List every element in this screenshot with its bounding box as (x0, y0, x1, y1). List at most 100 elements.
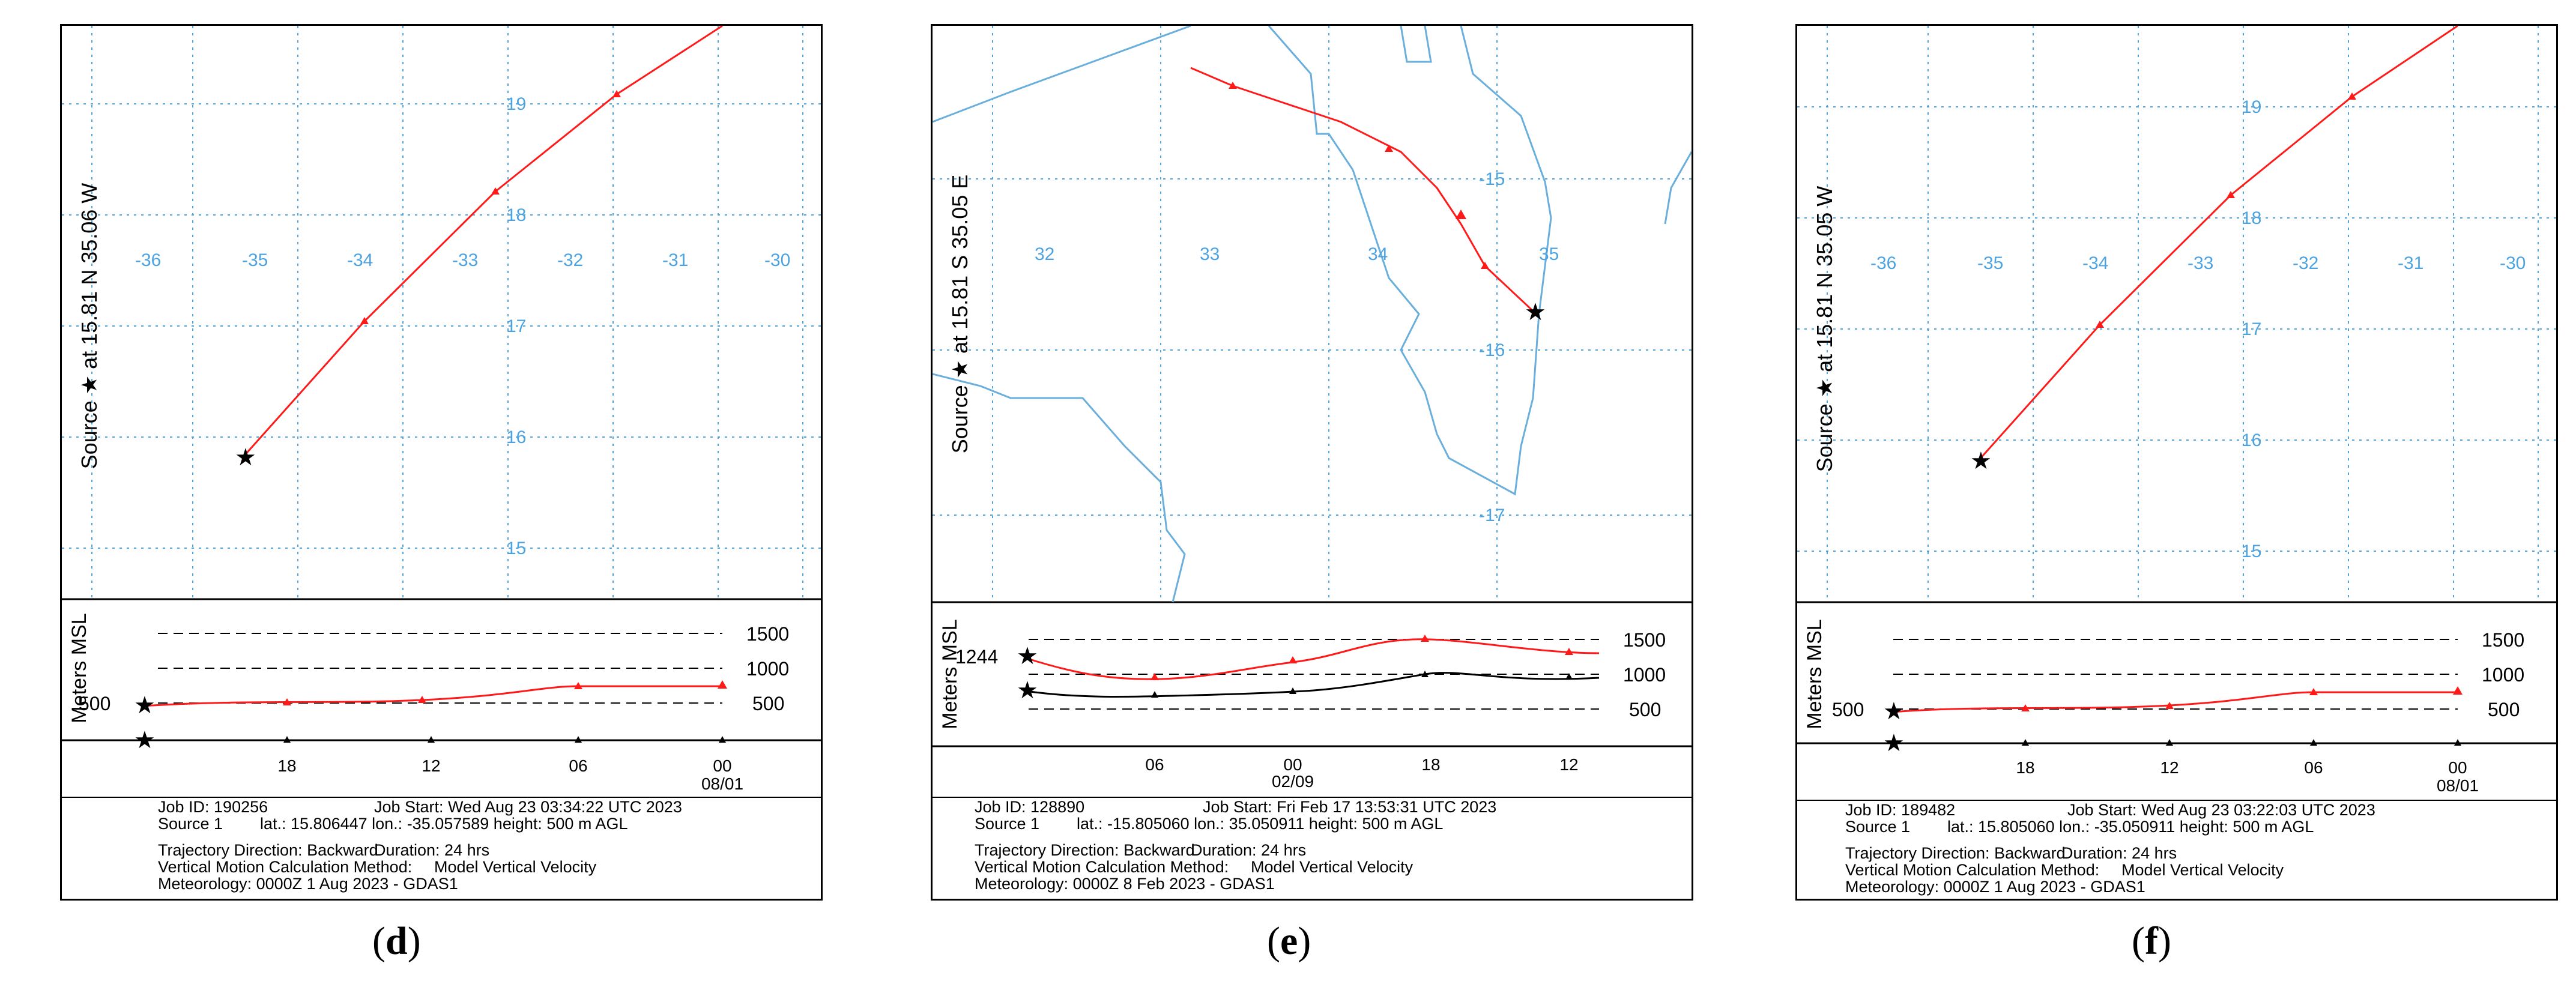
trajectory-line-f (1977, 25, 2458, 461)
lon-tick: 34 (1368, 244, 1388, 264)
trajectory-marker (1456, 210, 1466, 219)
height-marker (2165, 702, 2174, 709)
height-marker (1421, 635, 1429, 642)
height-marker (718, 680, 727, 689)
height-series-e (1025, 638, 1600, 680)
info-value: lat.: 15.806447 lon.: -35.057589 height:… (260, 815, 627, 833)
trajectory-marker (491, 187, 500, 195)
lon-tick: -32 (557, 250, 583, 270)
height-ylabel: Meters MSL (1803, 619, 1826, 729)
lat-tick: 17 (506, 316, 526, 336)
height-marker (1289, 656, 1297, 663)
map-grid-f (1797, 26, 2556, 602)
lat-tick: 18 (2242, 208, 2261, 228)
map-d: -36 -35 -34 -33 -32 -31 -30 19 18 17 16 … (62, 25, 821, 600)
height-star-icon: ★ (134, 692, 156, 719)
lon-tick: -30 (2500, 253, 2526, 273)
info-value: Job Start: Wed Aug 23 03:22:03 UTC 2023 (2067, 801, 2375, 819)
terrain-series-e (1025, 672, 1600, 698)
terrain-star-icon: ★ (1017, 677, 1038, 704)
source-label-d: Source ★ at 15.81 N 35.06 W (77, 183, 101, 469)
info-label: Source 1 (158, 815, 223, 833)
height-marker (2309, 688, 2318, 695)
info-label: Vertical Motion Calculation Method: (1845, 861, 2099, 879)
height-marker (2021, 704, 2030, 711)
info-label: Job ID: 128890 (975, 798, 1084, 816)
lon-tick: -31 (662, 250, 688, 270)
level-label: 500 (1629, 699, 1661, 720)
trajectory-marker (612, 90, 621, 97)
info-value: Job Start: Fri Feb 17 13:53:31 UTC 2023 (1203, 798, 1496, 816)
info-label: Trajectory Direction: Backward (975, 841, 1195, 859)
info-value: Duration: 24 hrs (2061, 844, 2177, 862)
info-value: Duration: 24 hrs (1191, 841, 1306, 859)
lon-tick: -35 (242, 250, 268, 270)
info-value: Job Start: Wed Aug 23 03:34:22 UTC 2023 (374, 798, 682, 816)
trajectory-figure-d: -36 -35 -34 -33 -32 -31 -30 19 18 17 16 … (62, 25, 821, 893)
info-value: Model Vertical Velocity (434, 858, 597, 876)
time-tick: 00 (2448, 758, 2467, 777)
trajectory-marker (2348, 92, 2356, 100)
time-marker (2454, 739, 2461, 746)
lat-tick: 18 (506, 205, 526, 225)
lon-tick: -34 (2082, 253, 2108, 273)
level-label: 1500 (1623, 629, 1666, 651)
source-star-icon: ★ (1970, 448, 1992, 474)
level-label: 1500 (2482, 629, 2524, 651)
info-label: Meteorology: 0000Z 1 Aug 2023 - GDAS1 (158, 875, 458, 893)
date-label: 08/01 (2437, 776, 2479, 795)
height-ylabel: Meters MSL (939, 619, 961, 729)
info-value: lat.: -15.805060 lon.: 35.050911 height:… (1077, 815, 1443, 833)
start-height-label: 1244 (955, 646, 998, 668)
height-marker (574, 682, 582, 689)
map-grid-d (62, 26, 821, 599)
trajectory-line-e (1190, 67, 1534, 312)
trajectory-marker (1385, 145, 1393, 152)
trajectory-marker (1229, 82, 1237, 89)
height-marker (1150, 673, 1159, 680)
level-label: 500 (2488, 699, 2520, 720)
trajectory-figure-e: 32 33 34 35 -15 -16 -17 ★ Source ★ at 15… (932, 25, 1693, 893)
level-label: 1000 (1623, 664, 1666, 686)
lat-tick: 19 (2242, 97, 2261, 117)
trajectory-line-d (242, 25, 723, 457)
time-tick: 12 (2160, 758, 2178, 777)
time-marker (283, 736, 291, 743)
date-label: 08/01 (701, 774, 743, 793)
map-f: -36 -35 -34 -33 -32 -31 -30 19 18 17 16 … (1797, 25, 2556, 603)
terrain-marker (1289, 687, 1296, 694)
time-tick: 18 (2016, 758, 2034, 777)
height-marker (283, 698, 291, 705)
terrain-marker (1421, 671, 1429, 677)
time-tick: 12 (1559, 755, 1578, 774)
caption-e: (e) (1267, 919, 1311, 963)
panel-d: -36 -35 -34 -33 -32 -31 -30 19 18 17 16 … (60, 24, 823, 901)
time-star-icon: ★ (134, 727, 156, 753)
info-label: Trajectory Direction: Backward (1845, 844, 2066, 862)
lat-tick: 15 (2242, 542, 2261, 561)
caption-d: (d) (372, 919, 421, 963)
time-marker (2310, 739, 2317, 746)
time-marker (2166, 739, 2173, 746)
info-value: Model Vertical Velocity (2121, 861, 2284, 879)
trajectory-marker (2227, 191, 2235, 198)
height-ylabel: Meters MSL (68, 613, 91, 723)
lon-tick: -36 (135, 250, 161, 270)
info-block-d: Job ID: 190256 Job Start: Wed Aug 23 03:… (62, 797, 821, 893)
info-block-e: Job ID: 128890 Job Start: Fri Feb 17 13:… (933, 797, 1692, 893)
map-grid-e (933, 26, 1692, 602)
lon-tick: -34 (347, 250, 373, 270)
time-tick: 00 (713, 756, 731, 775)
info-label: Source 1 (975, 815, 1039, 833)
info-value: Duration: 24 hrs (374, 841, 489, 859)
time-marker (575, 736, 582, 743)
height-marker (418, 696, 426, 703)
panel-f: -36 -35 -34 -33 -32 -31 -30 19 18 17 16 … (1795, 24, 2558, 901)
lat-tick: -17 (1479, 506, 1505, 525)
lon-tick: 32 (1035, 244, 1054, 264)
info-label: Vertical Motion Calculation Method: (975, 858, 1229, 876)
height-star-icon: ★ (1017, 643, 1038, 669)
map-e: 32 33 34 35 -15 -16 -17 ★ Source ★ at 15… (932, 25, 1693, 603)
terrain-marker (1151, 691, 1158, 698)
info-label: Meteorology: 0000Z 1 Aug 2023 - GDAS1 (1845, 878, 2145, 896)
